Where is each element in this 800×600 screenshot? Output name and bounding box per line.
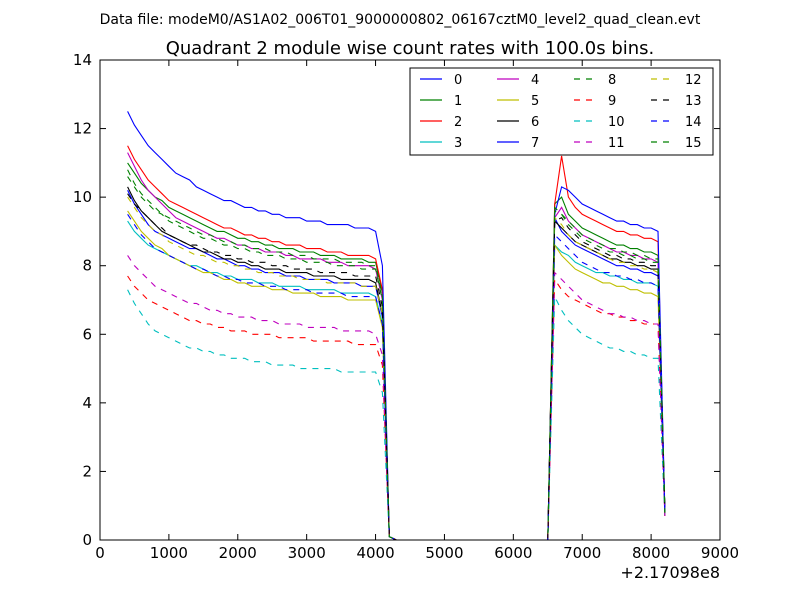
legend-label-12: 12 <box>685 73 702 88</box>
legend-label-7: 7 <box>531 136 539 151</box>
y-tick-label: 14 <box>73 51 92 69</box>
legend-label-5: 5 <box>531 94 539 109</box>
series-line-15 <box>127 169 666 541</box>
y-tick-label: 6 <box>82 325 92 343</box>
legend-label-10: 10 <box>608 115 625 130</box>
legend-label-2: 2 <box>454 115 462 130</box>
y-tick-label: 8 <box>82 257 92 275</box>
legend-label-8: 8 <box>608 73 616 88</box>
legend-box <box>409 67 714 156</box>
x-tick-label: 5000 <box>425 544 463 562</box>
legend-label-1: 1 <box>454 94 462 109</box>
chart-title: Quadrant 2 module wise count rates with … <box>166 38 655 59</box>
legend-label-14: 14 <box>685 115 702 130</box>
x-tick-label: 2000 <box>219 544 257 562</box>
x-tick-label: 4000 <box>356 544 394 562</box>
legend-label-6: 6 <box>531 115 539 130</box>
legend-label-9: 9 <box>608 94 616 109</box>
y-tick-label: 10 <box>73 188 92 206</box>
x-tick-label: 8000 <box>632 544 670 562</box>
chart-suptitle: Data file: modeM0/AS1A02_006T01_90000008… <box>100 12 701 28</box>
legend-label-15: 15 <box>685 136 702 151</box>
x-tick-label: 0 <box>95 544 105 562</box>
legend-label-4: 4 <box>531 73 539 88</box>
series-line-12 <box>127 196 666 541</box>
series-line-3 <box>127 220 666 541</box>
x-tick-label: 7000 <box>563 544 601 562</box>
series-line-6 <box>127 186 666 541</box>
y-tick-label: 4 <box>82 394 92 412</box>
series-line-9 <box>127 275 666 541</box>
series-line-1 <box>127 162 666 541</box>
plot-area <box>127 111 666 541</box>
x-tick-label: 1000 <box>150 544 188 562</box>
legend-label-13: 13 <box>685 94 702 109</box>
x-tick-label: 3000 <box>288 544 326 562</box>
series-line-7 <box>127 111 666 541</box>
legend-label-3: 3 <box>454 136 462 151</box>
series-line-4 <box>127 152 666 541</box>
x-offset-label: +2.17098e8 <box>620 563 720 582</box>
legend-label-11: 11 <box>608 136 625 151</box>
legend-label-0: 0 <box>454 73 462 88</box>
x-tick-label: 6000 <box>494 544 532 562</box>
x-axis: 0 1000 2000 3000 4000 5000 6000 7000 8000 9000 <box>95 60 739 562</box>
series-line-14 <box>127 213 666 541</box>
series-line-11 <box>127 255 666 541</box>
series-line-8 <box>127 176 666 541</box>
series-line-5 <box>127 210 666 541</box>
y-tick-label: 0 <box>82 531 92 549</box>
plot-frame <box>99 59 721 541</box>
x-tick-label: 9000 <box>701 544 739 562</box>
series-line-10 <box>127 289 666 541</box>
y-tick-label: 12 <box>73 120 92 138</box>
y-tick-label: 2 <box>82 462 92 480</box>
